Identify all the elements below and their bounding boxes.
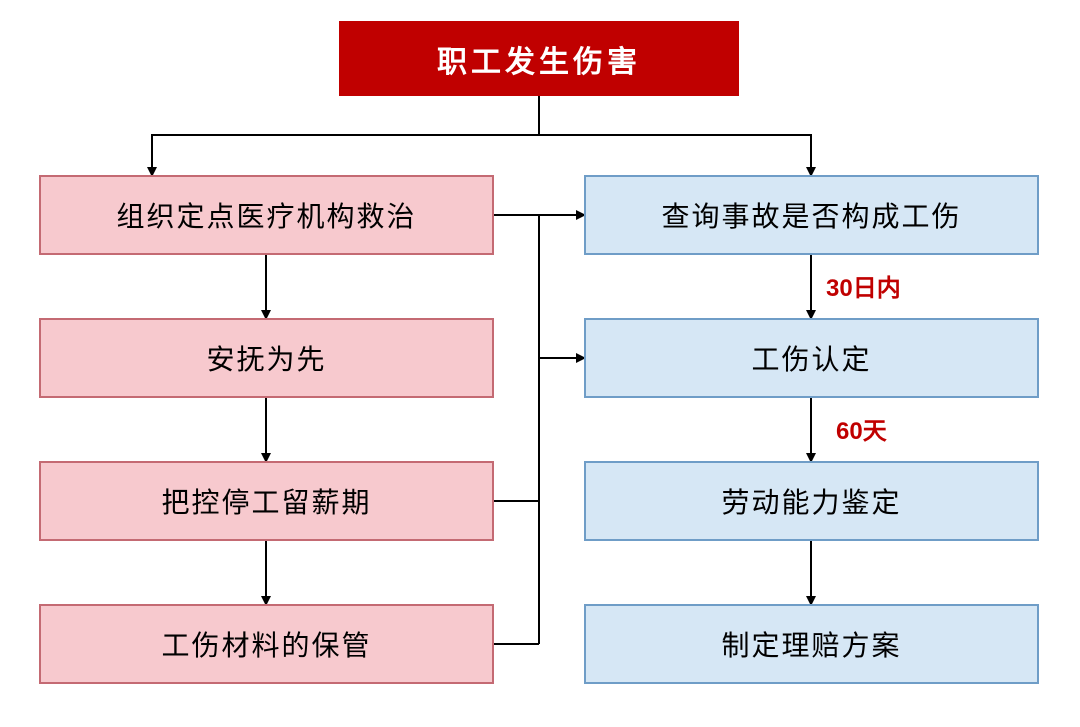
- node-l4: 工伤材料的保管: [39, 604, 494, 684]
- node-l1: 组织定点医疗机构救治: [39, 175, 494, 255]
- node-r3: 劳动能力鉴定: [584, 461, 1039, 541]
- flowchart-container: 职工发生伤害组织定点医疗机构救治安抚为先把控停工留薪期工伤材料的保管 查询事故是否…: [0, 0, 1080, 727]
- node-start: 职工发生伤害: [339, 21, 739, 96]
- node-r4-label: 制定理赔方案: [721, 624, 901, 664]
- edge-label-lab60: 60天: [836, 411, 887, 446]
- edge-e_start_right: [539, 135, 811, 175]
- node-l2-label: 安抚为先: [206, 338, 326, 378]
- node-l3-label: 把控停工留薪期: [161, 481, 371, 521]
- node-l4-label: 工伤材料的保管: [161, 624, 371, 664]
- node-r1: 查询事故是否构成工伤: [584, 175, 1039, 255]
- edge-label-lab30: 30日内: [826, 268, 901, 303]
- node-r1-label: 查询事故是否构成工伤: [661, 195, 961, 235]
- node-l2: 安抚为先: [39, 318, 494, 398]
- node-r3-label: 劳动能力鉴定: [721, 481, 901, 521]
- edge-e_start_left: [152, 135, 539, 175]
- node-start-label: 职工发生伤害: [437, 37, 641, 81]
- node-l3: 把控停工留薪期: [39, 461, 494, 541]
- node-l1-label: 组织定点医疗机构救治: [116, 195, 416, 235]
- node-r2-label: 工伤认定: [751, 338, 871, 378]
- node-r2: 工伤认定: [584, 318, 1039, 398]
- node-r4: 制定理赔方案: [584, 604, 1039, 684]
